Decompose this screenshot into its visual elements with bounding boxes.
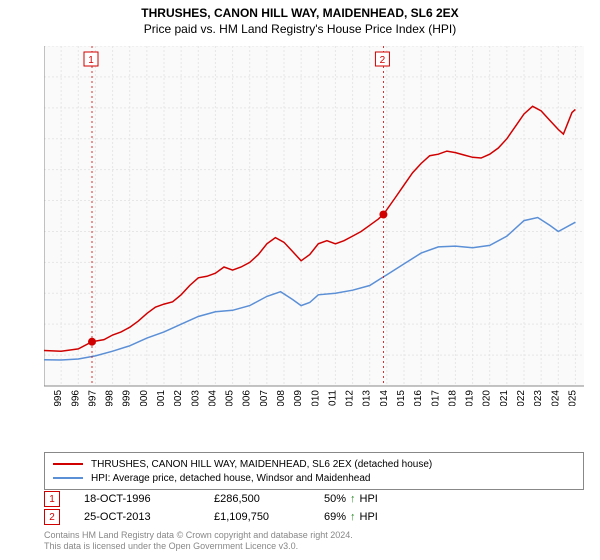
svg-text:1998: 1998 — [105, 390, 116, 406]
title-block: THRUSHES, CANON HILL WAY, MAIDENHEAD, SL… — [0, 0, 600, 38]
transaction-row: 2 25-OCT-2013£1,109,75069% ↑ HPI — [44, 508, 474, 526]
legend-box: THRUSHES, CANON HILL WAY, MAIDENHEAD, SL… — [44, 452, 584, 490]
svg-text:2001: 2001 — [156, 390, 167, 406]
svg-text:2025: 2025 — [567, 390, 578, 406]
legend-item: THRUSHES, CANON HILL WAY, MAIDENHEAD, SL… — [53, 457, 575, 471]
svg-text:1: 1 — [88, 55, 94, 66]
legend-item: HPI: Average price, detached house, Wind… — [53, 471, 575, 485]
svg-text:2006: 2006 — [242, 390, 253, 406]
svg-text:1996: 1996 — [70, 390, 81, 406]
transaction-hpi-pct: 50% — [324, 493, 346, 505]
svg-text:2: 2 — [380, 55, 386, 66]
svg-text:2000: 2000 — [139, 390, 150, 406]
chart-subtitle: Price paid vs. HM Land Registry's House … — [0, 22, 600, 36]
transaction-price: £286,500 — [214, 493, 324, 505]
svg-text:2015: 2015 — [396, 390, 407, 406]
svg-text:2005: 2005 — [225, 390, 236, 406]
svg-text:2016: 2016 — [413, 390, 424, 406]
transaction-date: 18-OCT-1996 — [84, 493, 214, 505]
svg-text:2009: 2009 — [293, 390, 304, 406]
chart-container: THRUSHES, CANON HILL WAY, MAIDENHEAD, SL… — [0, 0, 600, 560]
transaction-hpi: 50% ↑ HPI — [324, 493, 474, 505]
transaction-hpi-pct: 69% — [324, 511, 346, 523]
svg-text:2021: 2021 — [499, 390, 510, 406]
transaction-price: £1,109,750 — [214, 511, 324, 523]
transaction-hpi-label: HPI — [360, 493, 378, 505]
svg-text:2019: 2019 — [465, 390, 476, 406]
chart-svg: £0£200K£400K£600K£800K£1M£1.2M£1.4M£1.6M… — [44, 46, 584, 406]
up-arrow-icon: ↑ — [350, 511, 356, 523]
transaction-index-box: 1 — [44, 491, 60, 507]
svg-text:2017: 2017 — [430, 390, 441, 406]
svg-text:1999: 1999 — [122, 390, 133, 406]
svg-text:1997: 1997 — [87, 390, 98, 406]
svg-text:2018: 2018 — [447, 390, 458, 406]
chart-area: £0£200K£400K£600K£800K£1M£1.2M£1.4M£1.6M… — [44, 46, 584, 406]
svg-text:2008: 2008 — [276, 390, 287, 406]
svg-text:2022: 2022 — [516, 390, 527, 406]
svg-text:2024: 2024 — [550, 390, 561, 406]
transaction-row: 1 18-OCT-1996£286,50050% ↑ HPI — [44, 490, 474, 508]
svg-text:2023: 2023 — [533, 390, 544, 406]
transaction-hpi-label: HPI — [360, 511, 378, 523]
svg-text:2020: 2020 — [482, 390, 493, 406]
footer-line-2: This data is licensed under the Open Gov… — [44, 541, 353, 552]
svg-text:2002: 2002 — [173, 390, 184, 406]
svg-text:1995: 1995 — [53, 390, 64, 406]
svg-text:2011: 2011 — [327, 390, 338, 406]
svg-text:1994: 1994 — [44, 390, 47, 406]
legend-swatch — [53, 463, 83, 465]
legend-label: HPI: Average price, detached house, Wind… — [91, 473, 370, 484]
transaction-hpi: 69% ↑ HPI — [324, 511, 474, 523]
svg-text:2013: 2013 — [362, 390, 373, 406]
transaction-index-box: 2 — [44, 509, 60, 525]
legend-swatch — [53, 477, 83, 479]
svg-text:2012: 2012 — [345, 390, 356, 406]
svg-text:2014: 2014 — [379, 390, 390, 406]
svg-text:2007: 2007 — [259, 390, 270, 406]
chart-title: THRUSHES, CANON HILL WAY, MAIDENHEAD, SL… — [0, 6, 600, 20]
footer-attribution: Contains HM Land Registry data © Crown c… — [44, 530, 353, 552]
footer-line-1: Contains HM Land Registry data © Crown c… — [44, 530, 353, 541]
svg-text:2004: 2004 — [207, 390, 218, 406]
svg-text:2003: 2003 — [190, 390, 201, 406]
transaction-date: 25-OCT-2013 — [84, 511, 214, 523]
transaction-table: 1 18-OCT-1996£286,50050% ↑ HPI 2 25-OCT-2013£… — [44, 490, 474, 526]
svg-text:2010: 2010 — [310, 390, 321, 406]
up-arrow-icon: ↑ — [350, 493, 356, 505]
legend-label: THRUSHES, CANON HILL WAY, MAIDENHEAD, SL… — [91, 459, 432, 470]
